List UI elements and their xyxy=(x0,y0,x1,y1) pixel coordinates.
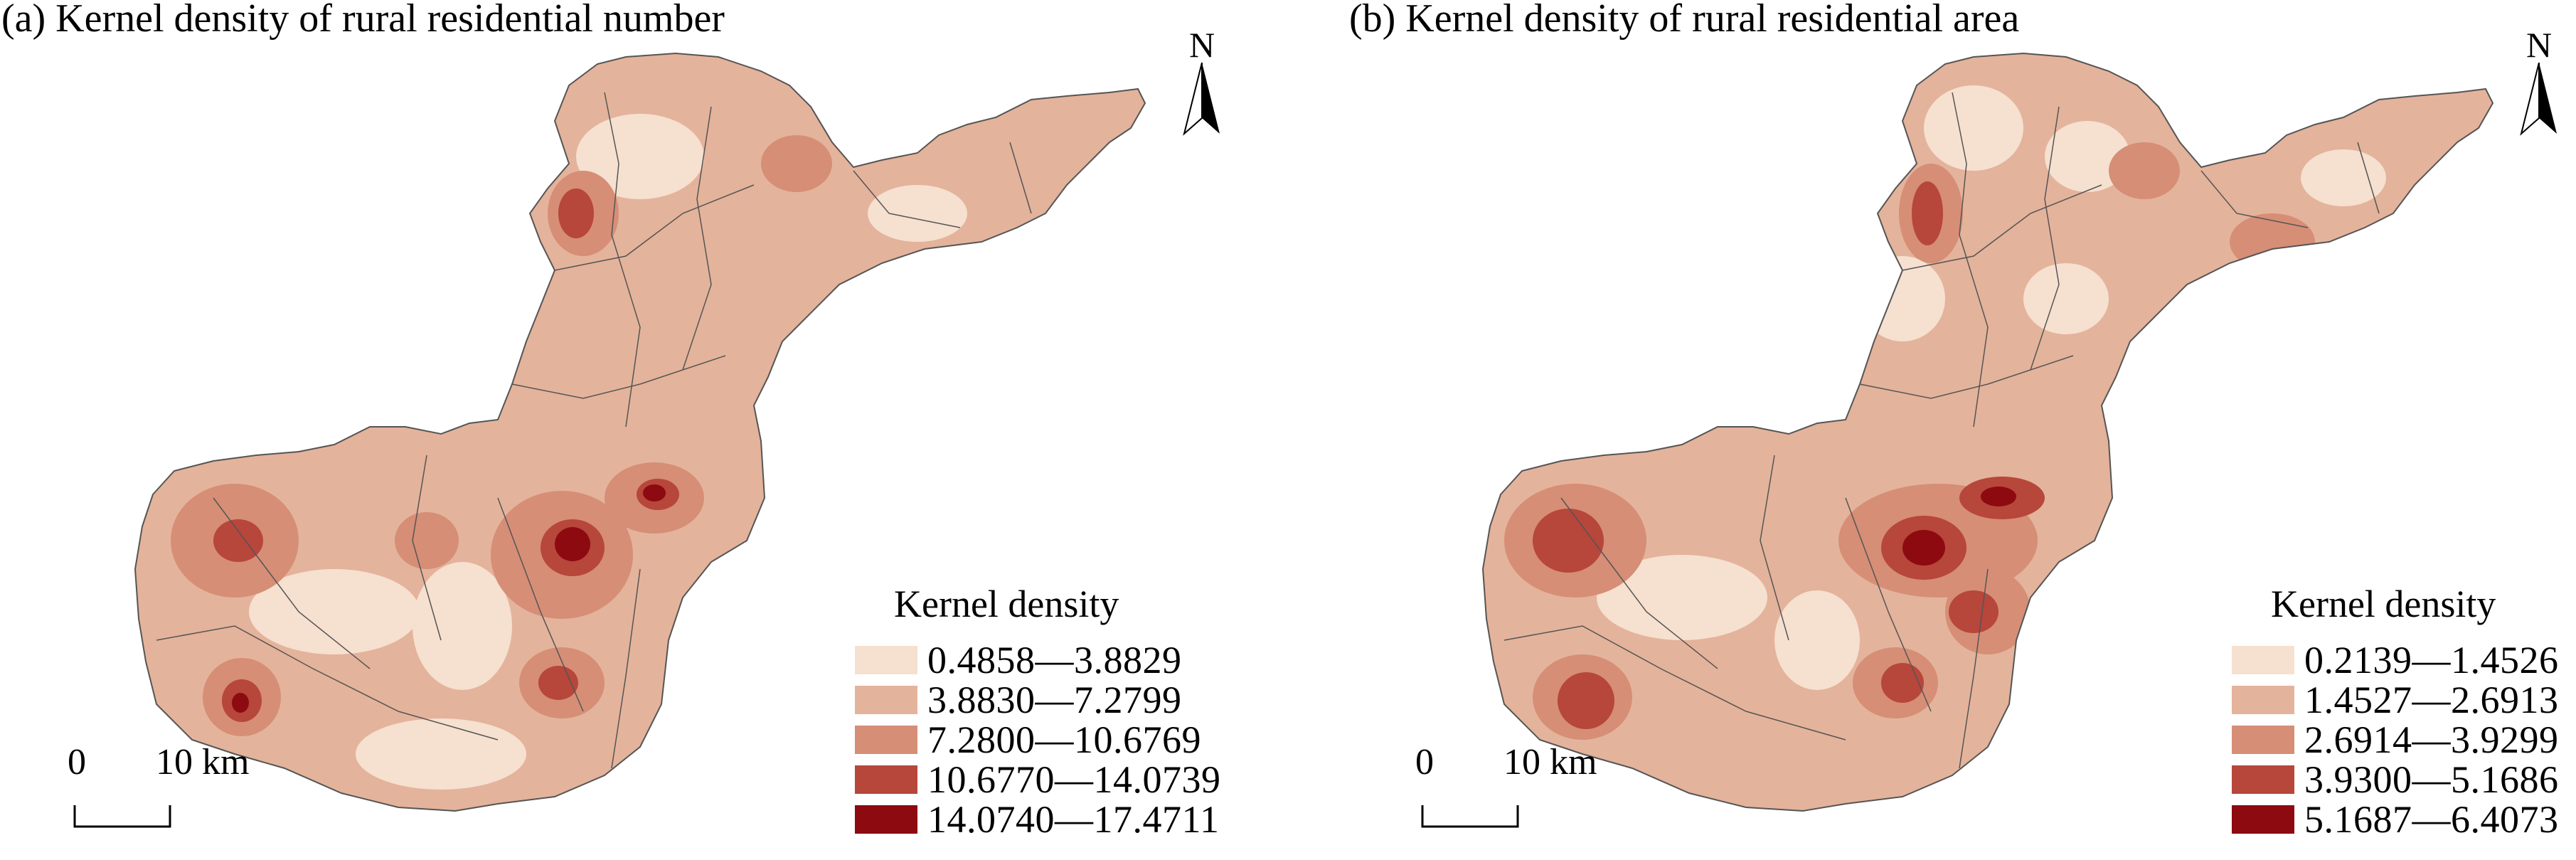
scale-bar-line xyxy=(1421,805,1519,828)
legend-title: Kernel density xyxy=(2271,583,2496,625)
scale-start-label: 0 xyxy=(68,742,86,782)
legend-item: 5.1687—6.4073 xyxy=(2232,798,2559,841)
legend: Kernel density 0.4858—3.8829 3.8830—7.27… xyxy=(855,582,1221,841)
legend-swatch xyxy=(2232,686,2294,714)
legend-item: 3.9300—5.1686 xyxy=(2232,758,2559,801)
legend-title: Kernel density xyxy=(894,583,1119,625)
panel-title: (b) Kernel density of rural residential … xyxy=(1349,0,2020,41)
north-arrow: N xyxy=(2511,27,2567,144)
north-arrow-icon xyxy=(1183,62,1220,136)
legend-label: 10.6770—14.0739 xyxy=(927,758,1221,801)
legend-swatch xyxy=(2232,646,2294,674)
scale-start-label: 0 xyxy=(1415,742,1434,782)
panel-title: (a) Kernel density of rural residential … xyxy=(1,0,725,41)
legend-label: 0.2139—1.4526 xyxy=(2304,639,2559,681)
north-arrow-icon xyxy=(2520,62,2557,136)
legend-label: 3.9300—5.1686 xyxy=(2304,758,2559,801)
legend-item: 10.6770—14.0739 xyxy=(855,758,1221,801)
legend-item: 7.2800—10.6769 xyxy=(855,718,1221,761)
north-label: N xyxy=(1188,25,1215,65)
legend-swatch xyxy=(2232,726,2294,754)
legend-swatch xyxy=(855,805,917,834)
north-label: N xyxy=(2526,25,2553,65)
legend-item: 1.4527—2.6913 xyxy=(2232,679,2559,721)
legend-label: 3.8830—7.2799 xyxy=(927,679,1182,721)
scale-end-label: 10 km xyxy=(156,742,250,782)
map-panel-b: (b) Kernel density of rural residential … xyxy=(1348,0,2576,860)
legend-label: 7.2800—10.6769 xyxy=(927,718,1201,761)
legend-swatch xyxy=(2232,765,2294,794)
legend-swatch xyxy=(855,686,917,714)
legend-item: 2.6914—3.9299 xyxy=(2232,718,2559,761)
legend-item: 0.4858—3.8829 xyxy=(855,639,1221,681)
legend-label: 2.6914—3.9299 xyxy=(2304,718,2559,761)
legend-swatch xyxy=(855,646,917,674)
kernel-density-map-area xyxy=(1482,53,2493,812)
legend-item: 0.2139—1.4526 xyxy=(2232,639,2559,681)
legend-label: 14.0740—17.4711 xyxy=(927,798,1220,841)
scale-end-label: 10 km xyxy=(1503,742,1597,782)
legend-swatch xyxy=(855,726,917,754)
scale-bar: 0 10 km xyxy=(1415,741,1597,848)
kernel-density-map-number xyxy=(134,53,1146,812)
scale-bar-line xyxy=(73,805,171,828)
north-arrow: N xyxy=(1173,27,1230,144)
legend-label: 1.4527—2.6913 xyxy=(2304,679,2559,721)
legend-item: 14.0740—17.4711 xyxy=(855,798,1221,841)
legend-swatch xyxy=(2232,805,2294,834)
legend-label: 0.4858—3.8829 xyxy=(927,639,1182,681)
map-panel-a: (a) Kernel density of rural residential … xyxy=(0,0,1280,860)
scale-bar: 0 10 km xyxy=(68,741,249,848)
legend: Kernel density 0.2139—1.4526 1.4527—2.69… xyxy=(2232,582,2559,841)
legend-item: 3.8830—7.2799 xyxy=(855,679,1221,721)
legend-label: 5.1687—6.4073 xyxy=(2304,798,2559,841)
legend-swatch xyxy=(855,765,917,794)
